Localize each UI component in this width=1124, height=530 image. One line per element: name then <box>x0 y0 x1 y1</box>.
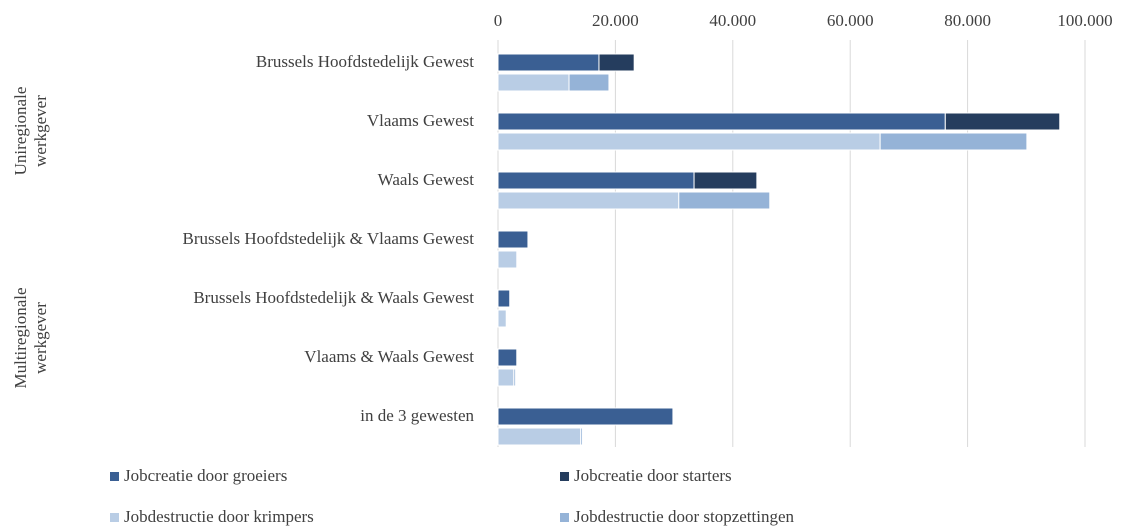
group-label: Uniregionale werkgever <box>11 87 50 176</box>
bar <box>497 132 881 151</box>
legend-label: Jobcreatie door starters <box>574 466 732 485</box>
x-tick-label: 40.000 <box>709 11 756 30</box>
bar <box>944 112 1061 131</box>
bar <box>693 171 758 190</box>
bar <box>497 230 529 249</box>
legend-swatch <box>110 513 119 522</box>
legend-swatch <box>110 472 119 481</box>
bar <box>497 53 600 72</box>
y-tick-label: Vlaams Gewest <box>367 111 474 130</box>
x-tick-label: 80.000 <box>944 11 991 30</box>
bar <box>497 171 695 190</box>
group-label-line: Multiregionale <box>11 287 30 388</box>
bar <box>497 112 946 131</box>
legend-label: Jobcreatie door groeiers <box>124 466 287 485</box>
bar <box>497 191 680 210</box>
bar <box>497 250 518 269</box>
y-tick-label: Brussels Hoofdstedelijk Gewest <box>256 52 474 71</box>
x-tick-label: 100.000 <box>1057 11 1112 30</box>
legend-label: Jobdestructie door stopzettingen <box>574 507 795 526</box>
x-tick-label: 60.000 <box>827 11 874 30</box>
bar <box>497 427 582 446</box>
y-tick-label: Brussels Hoofdstedelijk & Waals Gewest <box>193 288 474 307</box>
bar <box>497 289 511 308</box>
legend-swatch <box>560 513 569 522</box>
group-label-line: werkgever <box>31 95 50 167</box>
y-tick-label: Waals Gewest <box>378 170 475 189</box>
bar <box>497 309 507 328</box>
group-label-line: Uniregionale <box>11 87 30 176</box>
bar <box>678 191 771 210</box>
bar <box>497 368 515 387</box>
x-tick-label: 0 <box>494 11 503 30</box>
bar <box>497 73 570 92</box>
y-tick-label: Brussels Hoofdstedelijk & Vlaams Gewest <box>183 229 475 248</box>
bar <box>497 407 674 426</box>
y-tick-label: in de 3 gewesten <box>360 406 474 425</box>
bar <box>598 53 635 72</box>
bar <box>580 427 584 446</box>
bar <box>497 348 518 367</box>
bar <box>568 73 610 92</box>
bar <box>879 132 1028 151</box>
x-tick-label: 20.000 <box>592 11 639 30</box>
group-label: Multiregionale werkgever <box>11 287 50 388</box>
legend-label: Jobdestructie door krimpers <box>124 507 314 526</box>
bar <box>513 368 517 387</box>
legend-swatch <box>560 472 569 481</box>
group-label-line: werkgever <box>31 302 50 374</box>
y-tick-label: Vlaams & Waals Gewest <box>304 347 474 366</box>
